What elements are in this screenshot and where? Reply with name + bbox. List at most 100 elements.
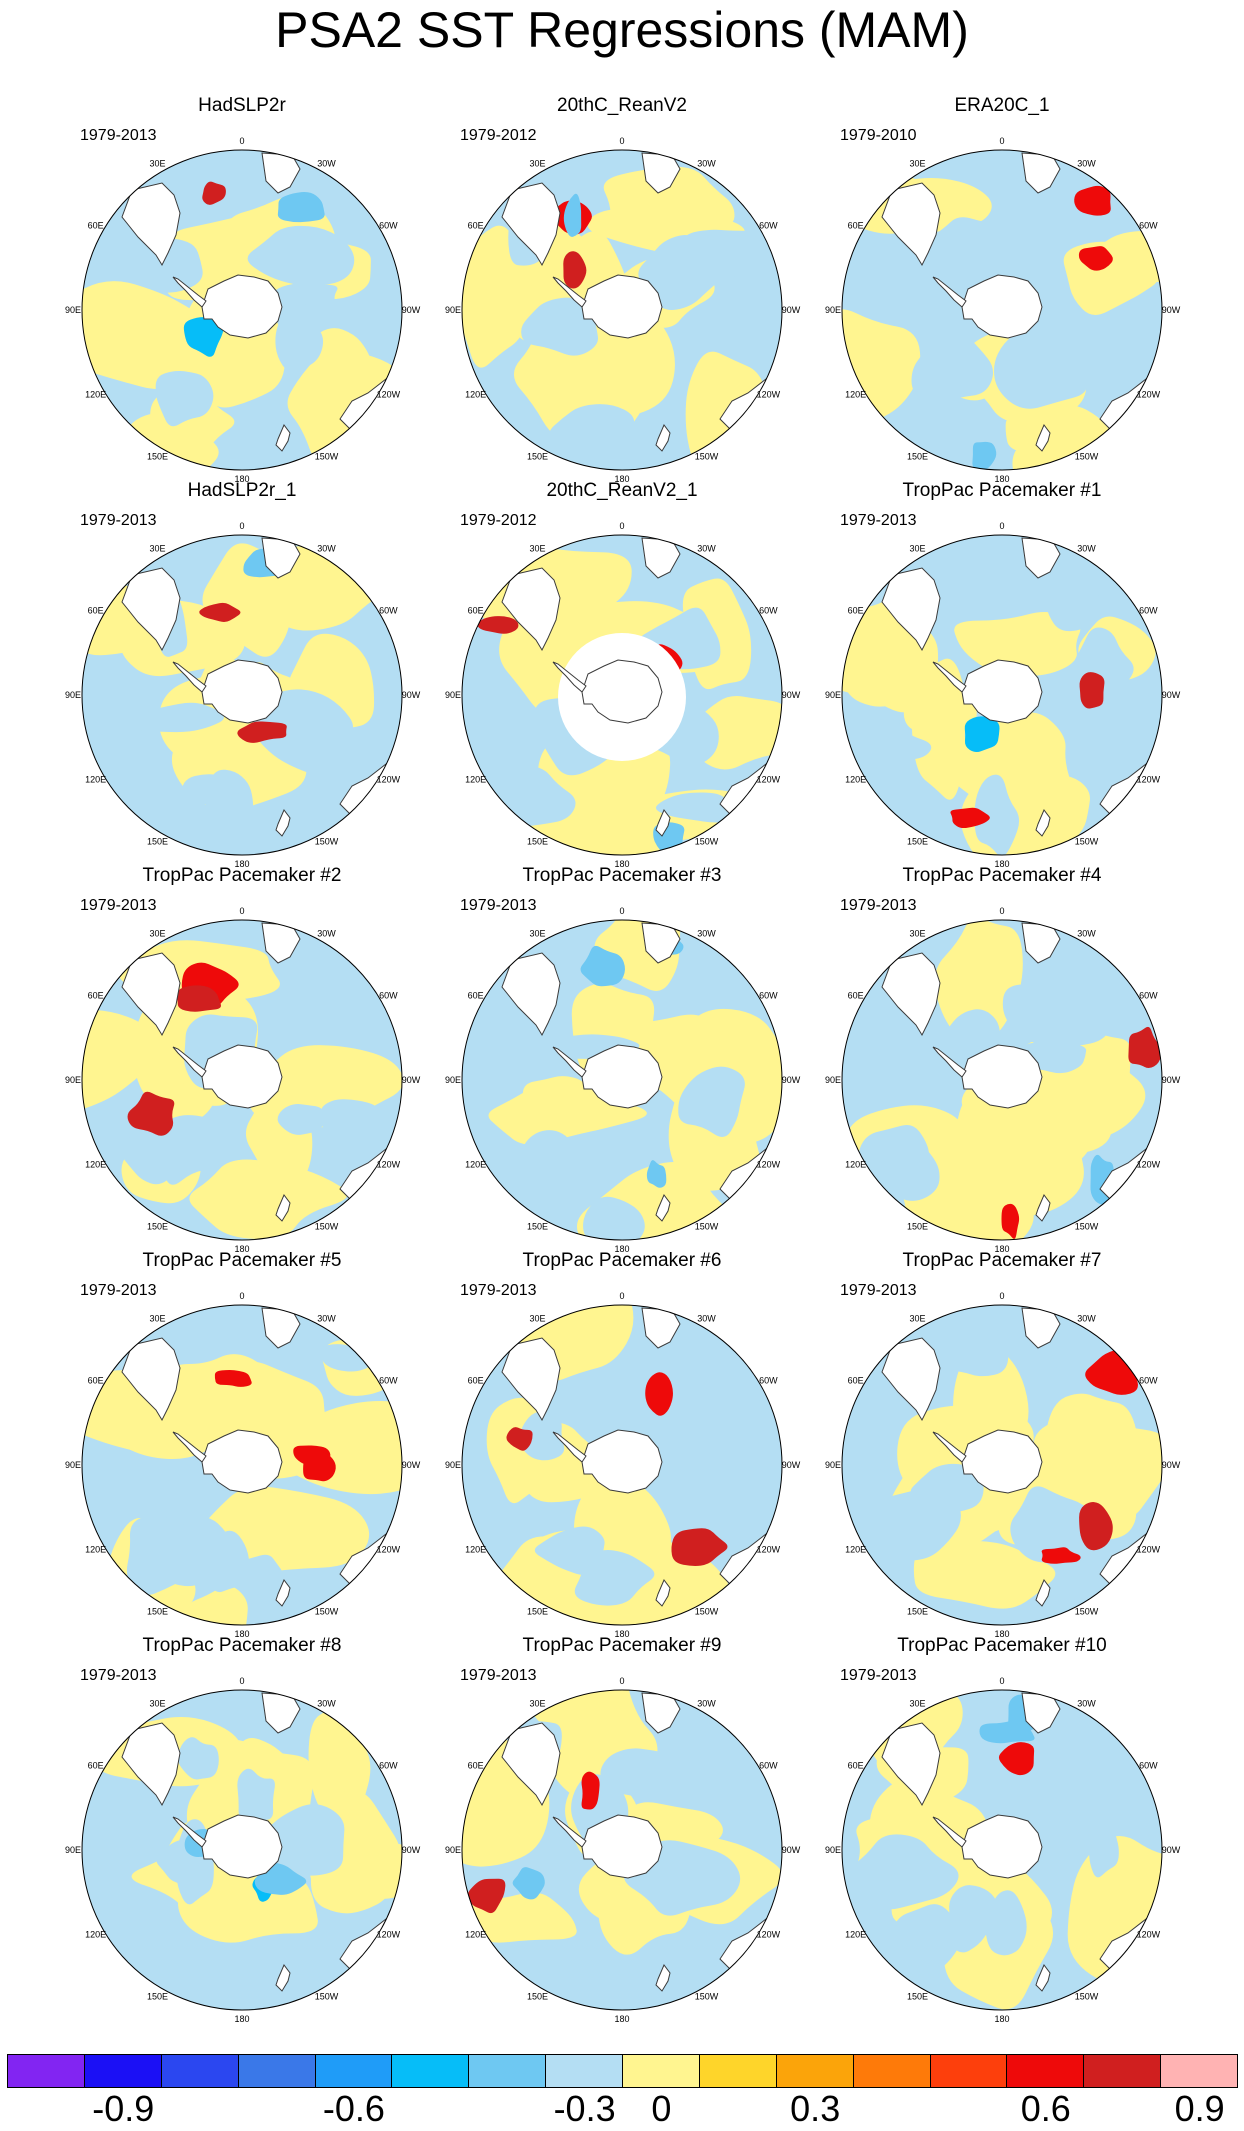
longitude-label: 90E <box>825 1845 841 1855</box>
colorbar-box <box>698 2054 777 2088</box>
longitude-label: 60W <box>1139 221 1158 231</box>
longitude-label: 30E <box>529 159 545 169</box>
longitude-label: 150E <box>527 451 548 461</box>
longitude-label: 60W <box>379 1761 398 1771</box>
anomaly-strong-positive <box>998 1742 1035 1776</box>
map-svg: 0 30E 60E 90E 120E 150E 180 150W 120W 90W 60W 30W <box>825 1676 1181 2024</box>
longitude-label: 120W <box>377 1930 401 1940</box>
longitude-label: 0 <box>239 136 244 146</box>
anomaly-negative-region <box>519 1411 565 1461</box>
antarctica <box>201 1044 283 1109</box>
panel-period: 1979-2013 <box>840 897 917 914</box>
south-america <box>121 1337 181 1422</box>
panel-title: HadSLP2r <box>198 95 286 116</box>
longitude-label: 30E <box>529 1699 545 1709</box>
longitude-label: 30W <box>1077 544 1096 554</box>
longitude-label: 120E <box>465 1930 486 1940</box>
new-zealand <box>655 809 671 837</box>
colorbar-box <box>391 2054 470 2088</box>
antarctic-peninsula <box>172 1431 207 1463</box>
south-america <box>501 182 561 267</box>
longitude-label: 180 <box>994 2014 1009 2024</box>
anomaly-negative-region <box>681 229 771 281</box>
map-panel: 0 30E 60E 90E 120E 150E 180 150W 120W 90W 60W 30W Tr… <box>432 865 812 1255</box>
longitude-label: 90W <box>782 1075 801 1085</box>
longitude-label: 90W <box>402 1075 421 1085</box>
longitude-label: 60E <box>468 221 484 231</box>
longitude-label: 120E <box>465 1545 486 1555</box>
longitude-label: 60E <box>848 606 864 616</box>
map-svg: 0 30E 60E 90E 120E 150E 180 150W 120W 90W 60W 30W <box>825 521 1181 869</box>
longitude-label: 0 <box>239 1676 244 1686</box>
anomaly-negative-region <box>947 1885 999 1953</box>
longitude-label: 120W <box>1137 775 1161 785</box>
panel-title: TropPac Pacemaker #9 <box>522 1635 722 1656</box>
longitude-label: 90E <box>445 1460 461 1470</box>
anomaly-negative-region <box>226 1554 286 1592</box>
longitude-label: 30W <box>1077 929 1096 939</box>
longitude-label: 120E <box>465 775 486 785</box>
longitude-label: 30W <box>1077 159 1096 169</box>
longitude-label: 60W <box>759 1376 778 1386</box>
longitude-label: 150E <box>147 836 168 846</box>
anomaly-positive-region <box>690 696 782 770</box>
longitude-label: 30W <box>697 1699 716 1709</box>
anomaly-strong-positive <box>199 602 241 622</box>
new-zealand <box>1035 1194 1051 1222</box>
longitude-label: 30W <box>697 1314 716 1324</box>
panel-period: 1979-2013 <box>80 897 157 914</box>
anomaly-negative-region <box>678 1066 745 1137</box>
longitude-label: 150E <box>527 1991 548 2001</box>
anomaly-strong-negative <box>972 441 997 470</box>
longitude-label: 60E <box>468 1376 484 1386</box>
longitude-label: 180 <box>234 859 249 869</box>
panel-title: ERA20C_1 <box>954 95 1050 116</box>
anomaly-strong-positive <box>237 721 287 743</box>
anomaly-negative-region <box>911 332 994 405</box>
antarctica <box>201 274 283 339</box>
antarctica <box>961 274 1043 339</box>
anomaly-negative-region <box>656 792 744 823</box>
panel-title: TropPac Pacemaker #2 <box>142 865 342 886</box>
antarctica <box>581 274 663 339</box>
longitude-label: 120E <box>85 775 106 785</box>
longitude-label: 180 <box>234 1629 249 1639</box>
map-border <box>841 149 1163 471</box>
longitude-label: 150E <box>907 1606 928 1616</box>
longitude-label: 150W <box>1075 1221 1099 1231</box>
longitude-label: 30W <box>317 159 336 169</box>
longitude-label: 120E <box>845 390 866 400</box>
anomaly-negative-region <box>178 1737 219 1780</box>
longitude-label: 90W <box>402 1460 421 1470</box>
colorbar-box <box>160 2054 239 2088</box>
map-svg: 0 30E 60E 90E 120E 150E 180 150W 120W 90W 60W 30W <box>825 136 1181 484</box>
anomaly-strong-positive <box>1079 672 1105 709</box>
longitude-label: 120W <box>377 1160 401 1170</box>
longitude-label: 0 <box>619 906 624 916</box>
longitude-label: 60W <box>759 991 778 1001</box>
anomaly-strong-negative <box>277 191 325 223</box>
longitude-label: 180 <box>614 2014 629 2024</box>
new-zealand <box>275 1579 291 1607</box>
colorbar-box <box>83 2054 162 2088</box>
anomaly-strong-positive <box>645 1372 673 1416</box>
map-border <box>461 1304 783 1626</box>
longitude-label: 120W <box>757 1160 781 1170</box>
longitude-label: 30W <box>1077 1314 1096 1324</box>
panel-period: 1979-2013 <box>840 1282 917 1299</box>
longitude-label: 90E <box>825 1075 841 1085</box>
longitude-label: 120E <box>845 775 866 785</box>
antarctic-peninsula <box>552 1816 587 1848</box>
anomaly-positive-region <box>1045 1393 1139 1531</box>
anomaly-strong-negative <box>964 716 1000 753</box>
anomaly-negative-region <box>583 1196 645 1240</box>
longitude-label: 90E <box>445 1845 461 1855</box>
map-panel: 0 30E 60E 90E 120E 150E 180 150W 120W 90W 60W 30W 20… <box>432 95 812 485</box>
antarctic-peninsula <box>172 661 207 693</box>
colorbar-tick-label: -0.6 <box>322 2088 385 2129</box>
map-border <box>461 149 783 471</box>
map-panel: 0 30E 60E 90E 120E 150E 180 150W 120W 90W 60W 30W Tr… <box>812 1250 1192 1640</box>
colorbar-tick-label: -0.9 <box>92 2088 155 2129</box>
antarctic-peninsula <box>552 1431 587 1463</box>
new-zealand <box>1035 809 1051 837</box>
